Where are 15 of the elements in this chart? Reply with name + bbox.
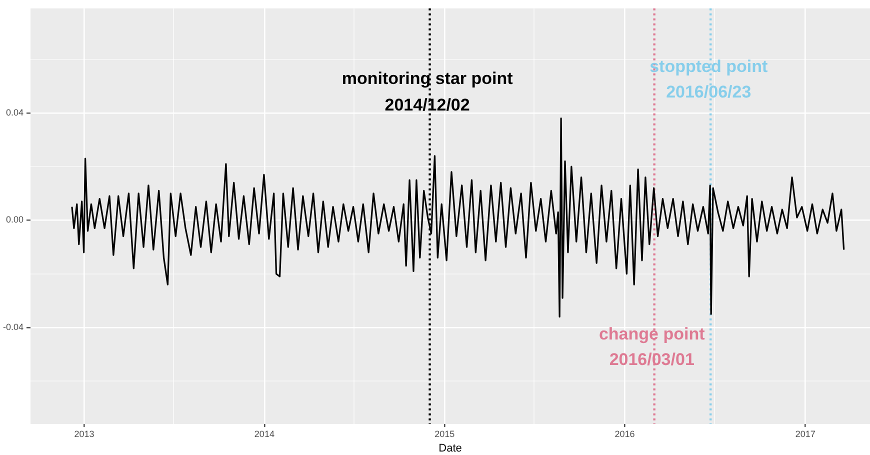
- annotation: 2016/03/01: [609, 350, 694, 370]
- x-axis-title: Date: [438, 442, 462, 454]
- annotation: 2014/12/02: [384, 95, 470, 114]
- x-tick-label: 2017: [795, 428, 816, 439]
- x-tick-label: 2016: [614, 428, 635, 439]
- y-tick-label: -0.04: [3, 322, 24, 332]
- annotation: 2016/06/23: [666, 82, 752, 102]
- y-tick-label: 0.04: [6, 107, 24, 118]
- x-tick-label: 2014: [254, 428, 274, 439]
- x-tick-label: 2015: [434, 428, 455, 439]
- x-tick-label: 2013: [74, 428, 94, 439]
- annotation: change point: [598, 324, 706, 344]
- annotation: stoppted point: [650, 57, 768, 76]
- y-tick-label: 0.00: [6, 214, 24, 225]
- annotation: monitoring star point: [342, 68, 514, 88]
